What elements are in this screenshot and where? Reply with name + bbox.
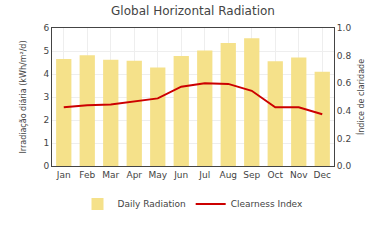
svg-text:Jul: Jul	[198, 170, 210, 180]
svg-text:Jan: Jan	[56, 170, 71, 180]
svg-text:4: 4	[43, 69, 49, 79]
svg-text:Sep: Sep	[243, 170, 260, 180]
svg-text:5: 5	[43, 46, 49, 56]
svg-text:Índice de claridade: Índice de claridade	[355, 59, 366, 135]
svg-text:Jun: Jun	[173, 170, 188, 180]
svg-text:Dec: Dec	[314, 170, 331, 180]
svg-text:2: 2	[43, 115, 49, 125]
svg-text:Daily Radiation: Daily Radiation	[118, 199, 186, 209]
svg-text:Irradiação diária (kWh/m²/d): Irradiação diária (kWh/m²/d)	[19, 40, 28, 153]
svg-text:1.0: 1.0	[337, 23, 352, 33]
svg-text:0.4: 0.4	[337, 106, 352, 116]
svg-text:May: May	[148, 170, 167, 180]
svg-text:0: 0	[43, 161, 49, 171]
svg-text:Global Horizontal Radiation: Global Horizontal Radiation	[111, 4, 275, 18]
svg-text:3: 3	[43, 92, 49, 102]
svg-text:Mar: Mar	[102, 170, 119, 180]
svg-text:0.0: 0.0	[337, 161, 352, 171]
svg-text:Feb: Feb	[79, 170, 95, 180]
svg-text:Aug: Aug	[219, 170, 237, 180]
svg-text:0.8: 0.8	[337, 51, 352, 61]
svg-text:Apr: Apr	[126, 170, 142, 180]
svg-text:Clearness Index: Clearness Index	[231, 199, 303, 209]
svg-text:1: 1	[43, 138, 49, 148]
svg-text:0.6: 0.6	[337, 78, 352, 88]
svg-text:Nov: Nov	[290, 170, 308, 180]
svg-text:0.2: 0.2	[337, 134, 351, 144]
svg-text:Oct: Oct	[267, 170, 283, 180]
svg-text:6: 6	[43, 23, 49, 33]
